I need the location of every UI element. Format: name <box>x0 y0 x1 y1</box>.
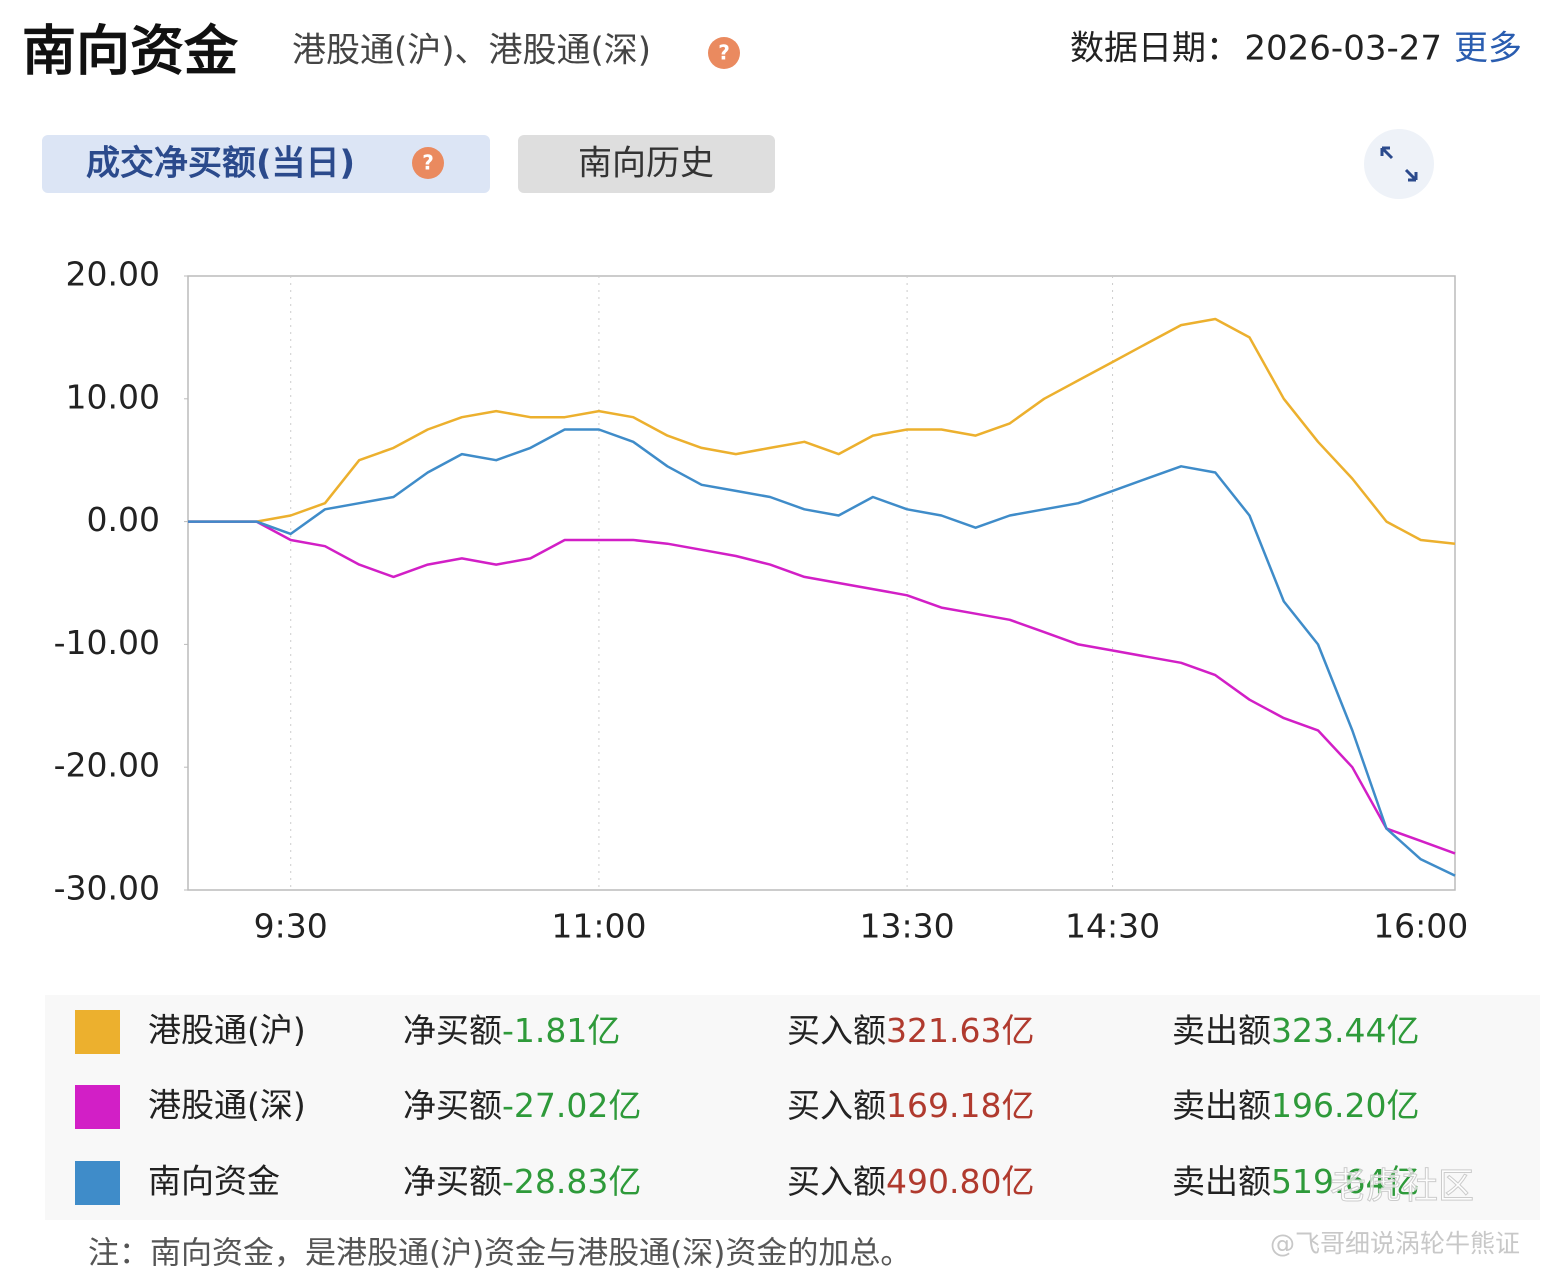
stat-label: 卖出额 <box>1172 1011 1271 1050</box>
legend-panel <box>45 995 1540 1220</box>
date: 2026-03-27 <box>1244 29 1442 69</box>
x-tick-label: 16:00 <box>1373 907 1468 946</box>
stat: 卖出额323.44亿 <box>1172 1011 1419 1050</box>
stat: 卖出额519.64亿 <box>1172 1162 1419 1201</box>
legend-name: 港股通(沪) <box>148 1011 306 1050</box>
stat-value: 490.80亿 <box>886 1162 1034 1201</box>
stat-value: 519.64亿 <box>1271 1162 1419 1201</box>
help-icon[interactable] <box>708 37 740 69</box>
stat-label: 买入额 <box>787 1162 886 1201</box>
y-tick-label: -30.00 <box>54 869 160 908</box>
x-tick-label: 9:30 <box>254 907 328 946</box>
series-line <box>188 520 1456 855</box>
stat-value: -1.81亿 <box>502 1011 620 1050</box>
stat: 净买额-27.02亿 <box>403 1086 641 1125</box>
expand-button[interactable] <box>1364 129 1434 199</box>
series-line <box>188 428 1456 877</box>
help-icon[interactable] <box>412 147 444 179</box>
stat-label: 卖出额 <box>1172 1086 1271 1125</box>
tab[interactable] <box>518 135 775 193</box>
stat-value: 169.18亿 <box>886 1086 1034 1125</box>
x-tick-label: 11:00 <box>551 907 646 946</box>
stat: 买入额169.18亿 <box>787 1086 1034 1125</box>
expand-icon <box>1380 146 1418 182</box>
y-tick-label: -10.00 <box>54 623 160 662</box>
y-tick-label: -20.00 <box>54 746 160 785</box>
series-line <box>188 317 1456 546</box>
stat: 买入额490.80亿 <box>787 1162 1034 1201</box>
stat: 净买额-28.83亿 <box>403 1162 641 1201</box>
stat-value: 323.44亿 <box>1271 1011 1419 1050</box>
stat: 净买额-1.81亿 <box>403 1011 620 1050</box>
legend-name: 南向资金 <box>148 1162 280 1201</box>
y-tick-label: 10.00 <box>66 377 160 416</box>
stat-label: 净买额 <box>403 1162 502 1201</box>
page-title: 南向资金 <box>22 20 239 83</box>
stat-label: 买入额 <box>787 1011 886 1050</box>
subtitle: 港股通(沪)、港股通(深) <box>292 31 651 71</box>
stat: 卖出额196.20亿 <box>1172 1086 1419 1125</box>
plot-frame <box>187 275 1456 891</box>
y-tick-label: 20.00 <box>66 255 160 294</box>
watermark: @飞哥细说涡轮牛熊证 <box>1270 1229 1520 1258</box>
legend-swatch <box>75 1010 120 1054</box>
x-tick-label: 14:30 <box>1065 907 1160 946</box>
legend-swatch <box>75 1085 120 1129</box>
date-label: 数据日期： <box>1070 29 1240 69</box>
legend: 港股通(沪) 净买额-1.81亿 买入额321.63亿 卖出额323.44亿港股通(深… <box>75 1010 1419 1205</box>
stat: 买入额321.63亿 <box>787 1011 1034 1050</box>
stat-label: 买入额 <box>787 1086 886 1125</box>
tab-active[interactable] <box>42 135 490 193</box>
more-link[interactable]: 更多 <box>1454 29 1522 69</box>
help-mark: ? <box>422 151 434 175</box>
tab-label: 南向历史 <box>578 144 714 184</box>
help-mark: ? <box>718 41 730 65</box>
watermark: 老虎社区 <box>1330 1166 1474 1207</box>
stat-value: 321.63亿 <box>886 1011 1034 1050</box>
x-tick-label: 13:30 <box>860 907 955 946</box>
stat-label: 净买额 <box>403 1011 502 1050</box>
stat-value: -27.02亿 <box>502 1086 641 1125</box>
note: 注：南向资金，是港股通(沪)资金与港股通(深)资金的加总。 <box>88 1236 911 1272</box>
legend-swatch <box>75 1161 120 1205</box>
stat-value: -28.83亿 <box>502 1162 641 1201</box>
stat-label: 净买额 <box>403 1086 502 1125</box>
stat-value: 196.20亿 <box>1271 1086 1419 1125</box>
stat-label: 卖出额 <box>1172 1162 1271 1201</box>
y-tick-label: 0.00 <box>87 500 160 539</box>
plot: 20.00 10.00 0.00 -10.00 -20.00 -30.00 9:30 11:0… <box>54 255 1469 946</box>
legend-name: 港股通(深) <box>148 1086 306 1125</box>
tab-label: 成交净买额(当日) <box>86 144 355 184</box>
